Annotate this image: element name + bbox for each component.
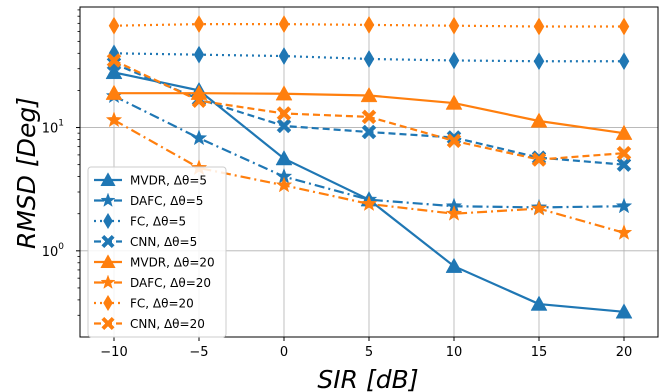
- legend-label: MVDR, Δθ=20: [130, 256, 215, 270]
- series-8: [106, 53, 632, 167]
- marker-diamond: [363, 49, 375, 68]
- legend-entry: MVDR, Δθ=20: [94, 254, 215, 270]
- marker-x: [106, 53, 122, 68]
- marker-x: [276, 106, 292, 121]
- legend-box: [87, 166, 227, 338]
- marker-star: [190, 129, 208, 146]
- marker-diamond: [193, 15, 205, 34]
- marker-triangle: [615, 124, 633, 140]
- marker-star: [100, 192, 116, 207]
- plot-series: [105, 15, 633, 319]
- series-3: [108, 44, 630, 71]
- marker-star: [530, 199, 548, 216]
- x-tick-label: 0: [280, 345, 288, 360]
- series-7: [108, 15, 630, 36]
- marker-x: [101, 234, 115, 249]
- marker-x: [446, 133, 462, 149]
- marker-x: [191, 93, 207, 109]
- marker-x: [361, 109, 377, 125]
- marker-x: [531, 152, 547, 167]
- marker-diamond: [103, 212, 113, 230]
- marker-triangle: [275, 85, 293, 101]
- marker-diamond: [103, 294, 113, 312]
- y-tick-label: 101: [42, 119, 64, 137]
- marker-triangle: [530, 112, 548, 128]
- marker-diamond: [108, 16, 120, 35]
- legend-label: CNN, Δθ=20: [130, 317, 205, 331]
- x-tick-label: −5: [189, 345, 208, 360]
- marker-triangle: [360, 86, 378, 103]
- legend-label: MVDR, Δθ=5: [130, 174, 207, 188]
- marker-diamond: [533, 17, 545, 36]
- marker-triangle: [615, 303, 633, 319]
- marker-triangle: [275, 150, 293, 166]
- legend-entry: DAFC, Δθ=5: [94, 192, 203, 208]
- marker-diamond: [618, 17, 630, 36]
- marker-triangle: [105, 63, 123, 80]
- marker-triangle: [445, 257, 463, 273]
- legend-entry: MVDR, Δθ=5: [94, 172, 207, 188]
- y-axis-label: RMSD[Deg]: [12, 97, 41, 249]
- x-tick-label: 10: [446, 345, 463, 360]
- marker-diamond: [533, 52, 545, 71]
- x-tick-label: 15: [531, 345, 548, 360]
- marker-diamond: [363, 15, 375, 34]
- legend-label: DAFC, Δθ=20: [130, 276, 211, 290]
- marker-triangle: [100, 254, 116, 269]
- marker-diamond: [618, 52, 630, 71]
- marker-star: [615, 197, 633, 214]
- y-tick-label: 100: [42, 242, 65, 260]
- legend-label: CNN, Δθ=5: [130, 235, 197, 249]
- marker-star: [445, 204, 463, 221]
- marker-star: [105, 111, 123, 128]
- marker-star: [275, 176, 293, 193]
- marker-diamond: [448, 51, 460, 70]
- legend: MVDR, Δθ=5 DAFC, Δθ=5 FC, Δθ=5 CNN, Δθ=5 MVD…: [87, 166, 227, 338]
- ticks: −10 −5 0 5 10 15 20 100 101: [42, 9, 633, 360]
- marker-diamond: [278, 47, 290, 66]
- x-axis-label: SIR [dB]: [317, 365, 418, 392]
- marker-x: [616, 145, 632, 161]
- legend-entry: FC, Δθ=5: [94, 212, 186, 230]
- marker-star: [615, 224, 633, 240]
- marker-triangle: [100, 172, 116, 187]
- marker-diamond: [448, 16, 460, 35]
- marker-star: [100, 274, 116, 289]
- marker-triangle: [105, 84, 123, 100]
- legend-label: FC, Δθ=5: [130, 215, 186, 229]
- legend-label: DAFC, Δθ=5: [130, 194, 203, 208]
- x-tick-label: 5: [365, 345, 373, 360]
- marker-diamond: [193, 45, 205, 64]
- legend-entry: CNN, Δθ=20: [94, 316, 205, 331]
- legend-entry: CNN, Δθ=5: [94, 234, 197, 249]
- marker-triangle: [445, 94, 463, 110]
- legend-entry: DAFC, Δθ=20: [94, 274, 211, 290]
- legend-label: FC, Δθ=20: [130, 297, 194, 311]
- x-tick-label: −10: [100, 345, 127, 360]
- marker-star: [360, 195, 378, 212]
- marker-x: [101, 316, 115, 331]
- marker-triangle: [530, 295, 548, 311]
- legend-entry: FC, Δθ=20: [94, 294, 194, 312]
- marker-x: [361, 124, 377, 140]
- x-tick-label: 20: [616, 345, 633, 360]
- series-6: [105, 111, 633, 240]
- marker-diamond: [278, 15, 290, 34]
